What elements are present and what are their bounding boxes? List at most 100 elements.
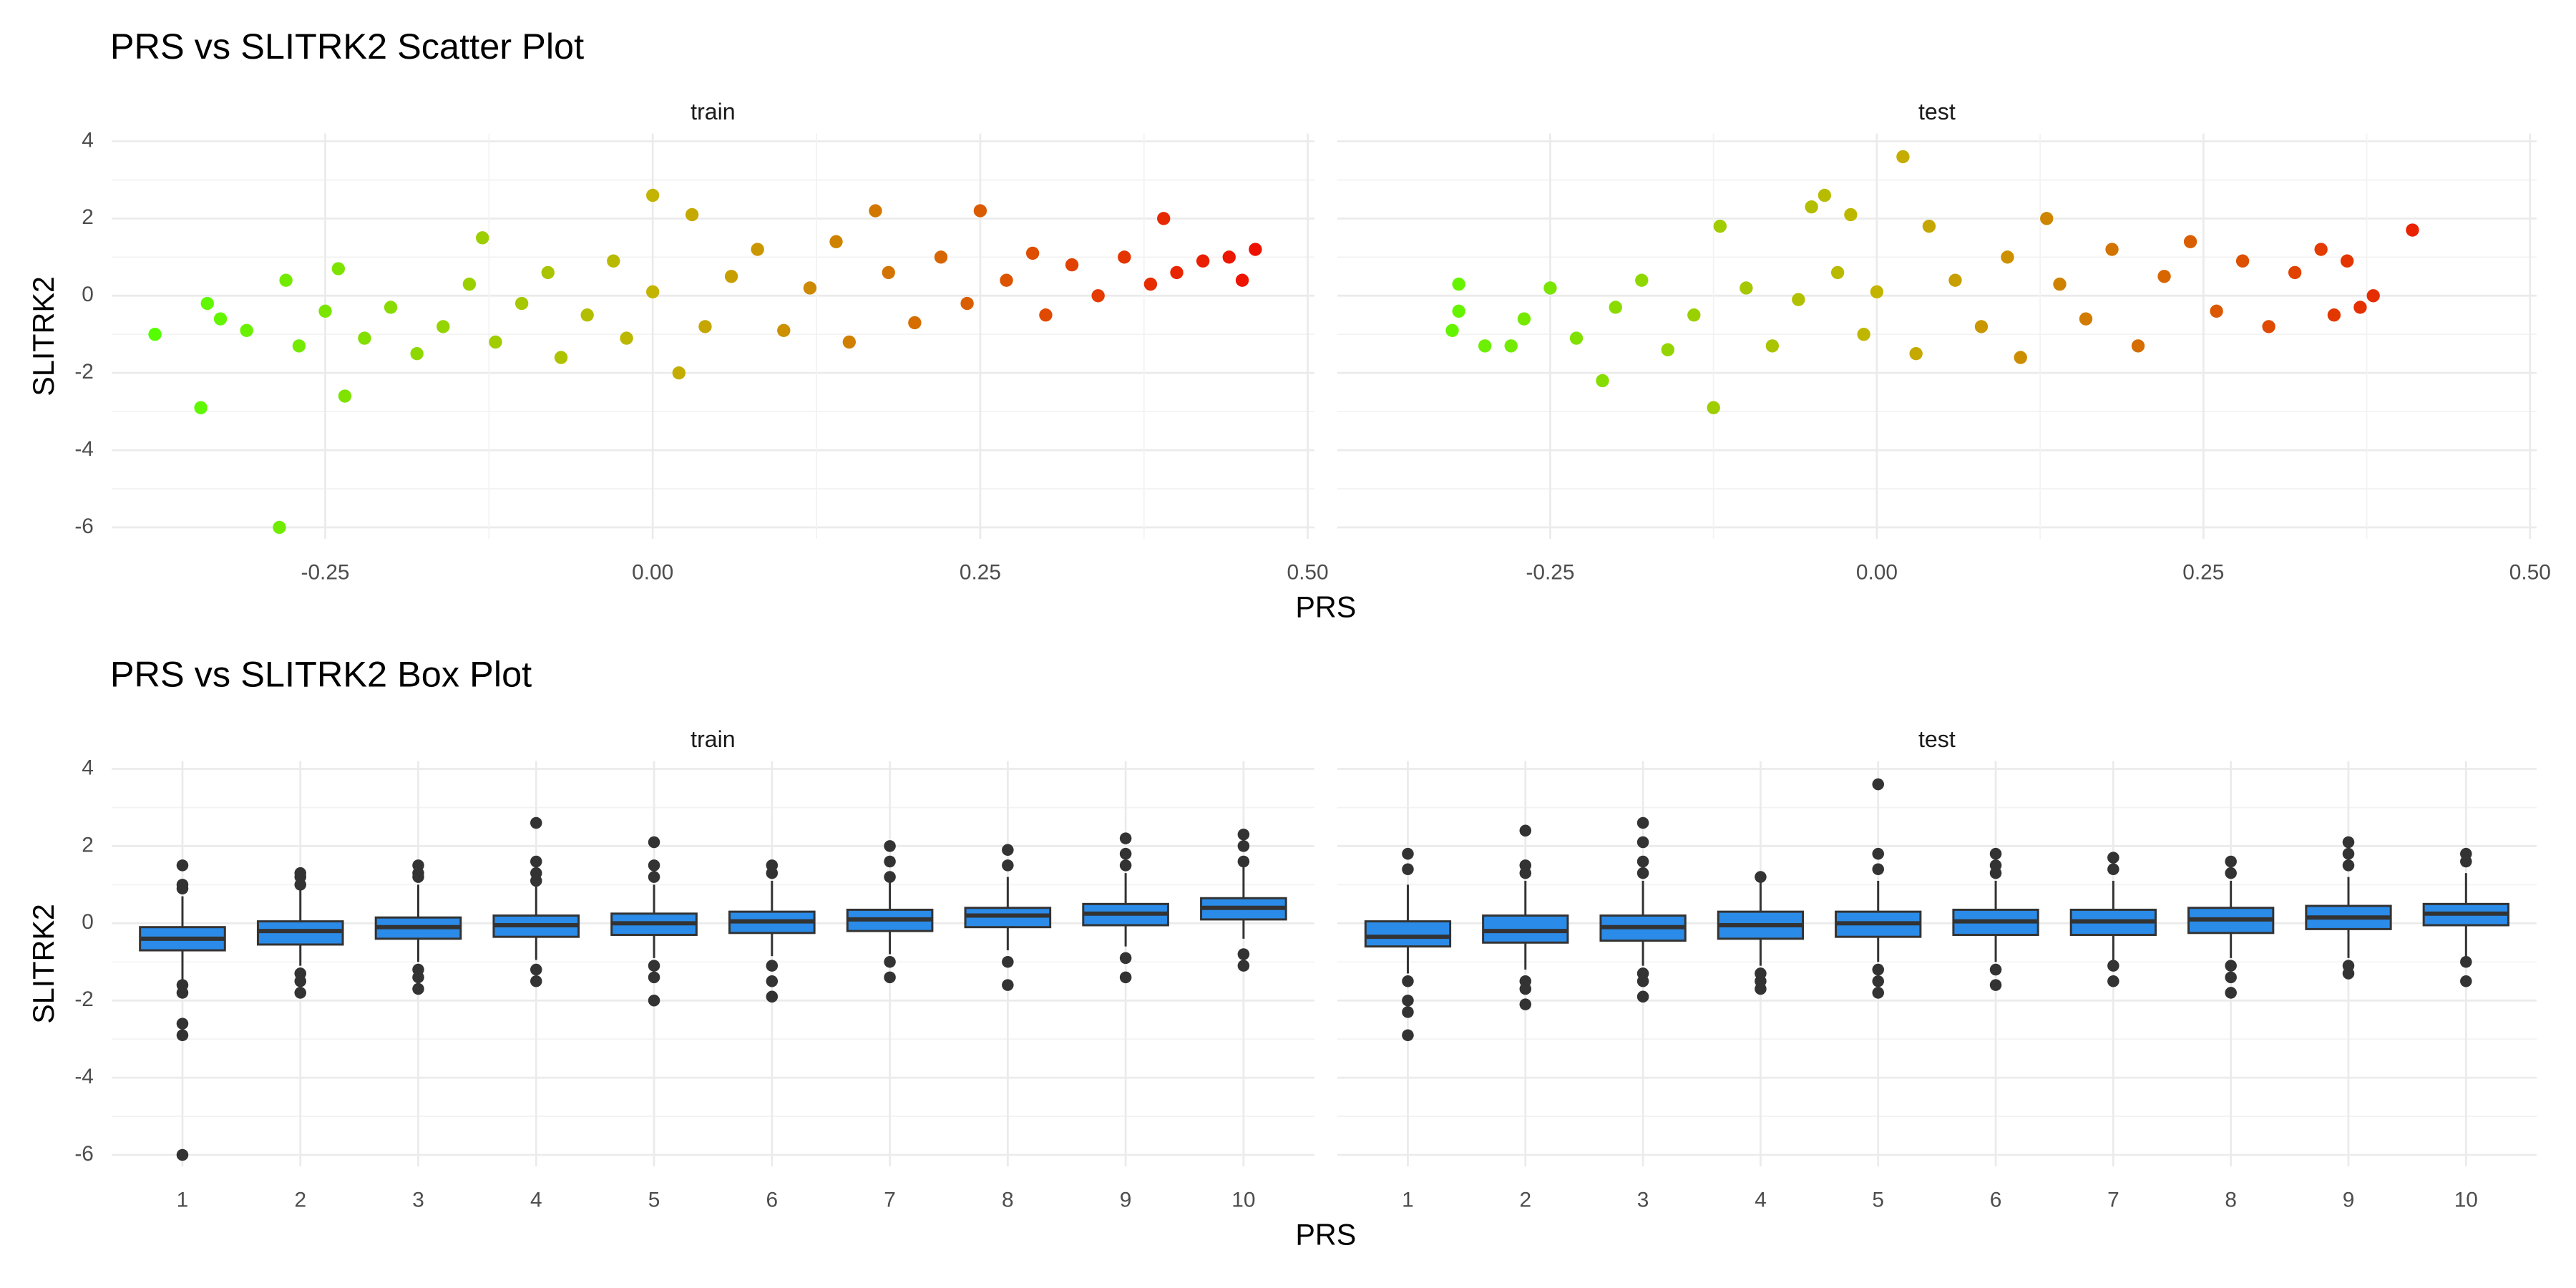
- outlier: [1872, 863, 1884, 876]
- x-tick-label: 10: [1231, 1188, 1255, 1211]
- x-tick-label: 1: [1402, 1188, 1414, 1211]
- point: [1740, 281, 1753, 295]
- outlier: [530, 975, 542, 987]
- point: [338, 389, 352, 403]
- point: [685, 208, 699, 222]
- outlier: [884, 871, 896, 883]
- x-tick-label: 8: [2225, 1188, 2237, 1211]
- point: [2262, 320, 2275, 333]
- outlier: [1519, 982, 1532, 995]
- x-tick-label: 6: [766, 1188, 779, 1211]
- x-tick-label: 3: [1637, 1188, 1649, 1211]
- y-axis-label: SLITRK2: [27, 904, 60, 1024]
- point: [331, 262, 346, 275]
- outlier: [1636, 836, 1649, 849]
- x-tick-label: 2: [1519, 1188, 1531, 1211]
- x-tick-label: 6: [1990, 1188, 2002, 1211]
- point: [698, 320, 712, 333]
- facet-label: test: [1918, 99, 1956, 125]
- point: [554, 351, 568, 364]
- point: [1765, 339, 1780, 353]
- point: [514, 296, 529, 311]
- outlier: [2225, 987, 2237, 999]
- y-tick-label: -6: [74, 514, 94, 538]
- x-tick-label: 2: [294, 1188, 306, 1211]
- outlier: [1519, 867, 1532, 879]
- outlier: [2225, 960, 2237, 972]
- outlier: [648, 994, 660, 1007]
- point: [489, 335, 502, 349]
- outlier: [766, 975, 779, 987]
- outlier: [2225, 971, 2237, 984]
- point: [2079, 312, 2093, 326]
- point: [2235, 254, 2250, 268]
- outlier: [1989, 963, 2002, 976]
- point: [2288, 265, 2302, 280]
- point: [1805, 200, 1818, 214]
- point: [1170, 265, 1184, 280]
- point: [2406, 223, 2419, 237]
- x-tick-label: 0.50: [1287, 560, 1329, 584]
- outlier: [2107, 863, 2119, 876]
- y-tick-label: 4: [82, 756, 94, 779]
- point: [1922, 219, 1936, 233]
- outlier: [294, 987, 307, 999]
- x-tick-label: 3: [412, 1188, 424, 1211]
- point: [1792, 293, 1805, 306]
- x-tick-label: 0.50: [2509, 560, 2551, 584]
- point: [1517, 312, 1531, 326]
- point: [829, 235, 843, 248]
- point: [213, 312, 228, 326]
- point: [934, 250, 948, 264]
- y-tick-label: 2: [82, 833, 94, 857]
- point: [1000, 273, 1013, 287]
- x-tick-label: -0.25: [301, 560, 350, 584]
- outlier: [176, 1018, 189, 1030]
- point: [2327, 308, 2341, 322]
- outlier: [1519, 998, 1532, 1010]
- x-axis-label: PRS: [1295, 1219, 1356, 1252]
- point: [1857, 328, 1870, 341]
- y-tick-label: 2: [82, 205, 94, 229]
- point: [1504, 339, 1518, 353]
- point: [580, 308, 594, 322]
- point: [2040, 212, 2054, 225]
- outlier: [1119, 832, 1132, 844]
- point: [1157, 212, 1171, 225]
- point: [1661, 343, 1674, 356]
- point: [200, 296, 214, 311]
- outlier: [884, 855, 896, 868]
- outlier: [1636, 975, 1649, 987]
- point: [2014, 351, 2027, 364]
- outlier: [294, 975, 307, 987]
- point: [2366, 289, 2380, 303]
- point: [194, 401, 208, 414]
- point: [2053, 277, 2067, 291]
- point: [777, 323, 791, 338]
- point: [1445, 323, 1459, 338]
- outlier: [294, 879, 307, 891]
- y-tick-label: -6: [74, 1142, 94, 1166]
- outlier: [884, 955, 896, 968]
- y-tick-label: 0: [82, 910, 94, 934]
- outlier: [884, 971, 896, 984]
- outlier: [1755, 871, 1767, 883]
- x-tick-label: 8: [1002, 1188, 1014, 1211]
- box: [1364, 920, 1452, 948]
- point: [240, 323, 253, 338]
- point: [384, 301, 398, 314]
- x-tick-label: 0.25: [960, 560, 1001, 584]
- outlier: [1237, 828, 1250, 841]
- point: [1707, 401, 1720, 414]
- outlier: [1402, 1006, 1414, 1018]
- point: [1452, 277, 1465, 291]
- x-tick-label: 1: [177, 1188, 189, 1211]
- point: [882, 265, 895, 280]
- outlier: [648, 836, 660, 849]
- outlier: [176, 882, 189, 895]
- outlier: [1872, 847, 1884, 860]
- y-tick-label: -4: [74, 1065, 94, 1088]
- point: [1143, 277, 1158, 291]
- point: [1065, 258, 1079, 272]
